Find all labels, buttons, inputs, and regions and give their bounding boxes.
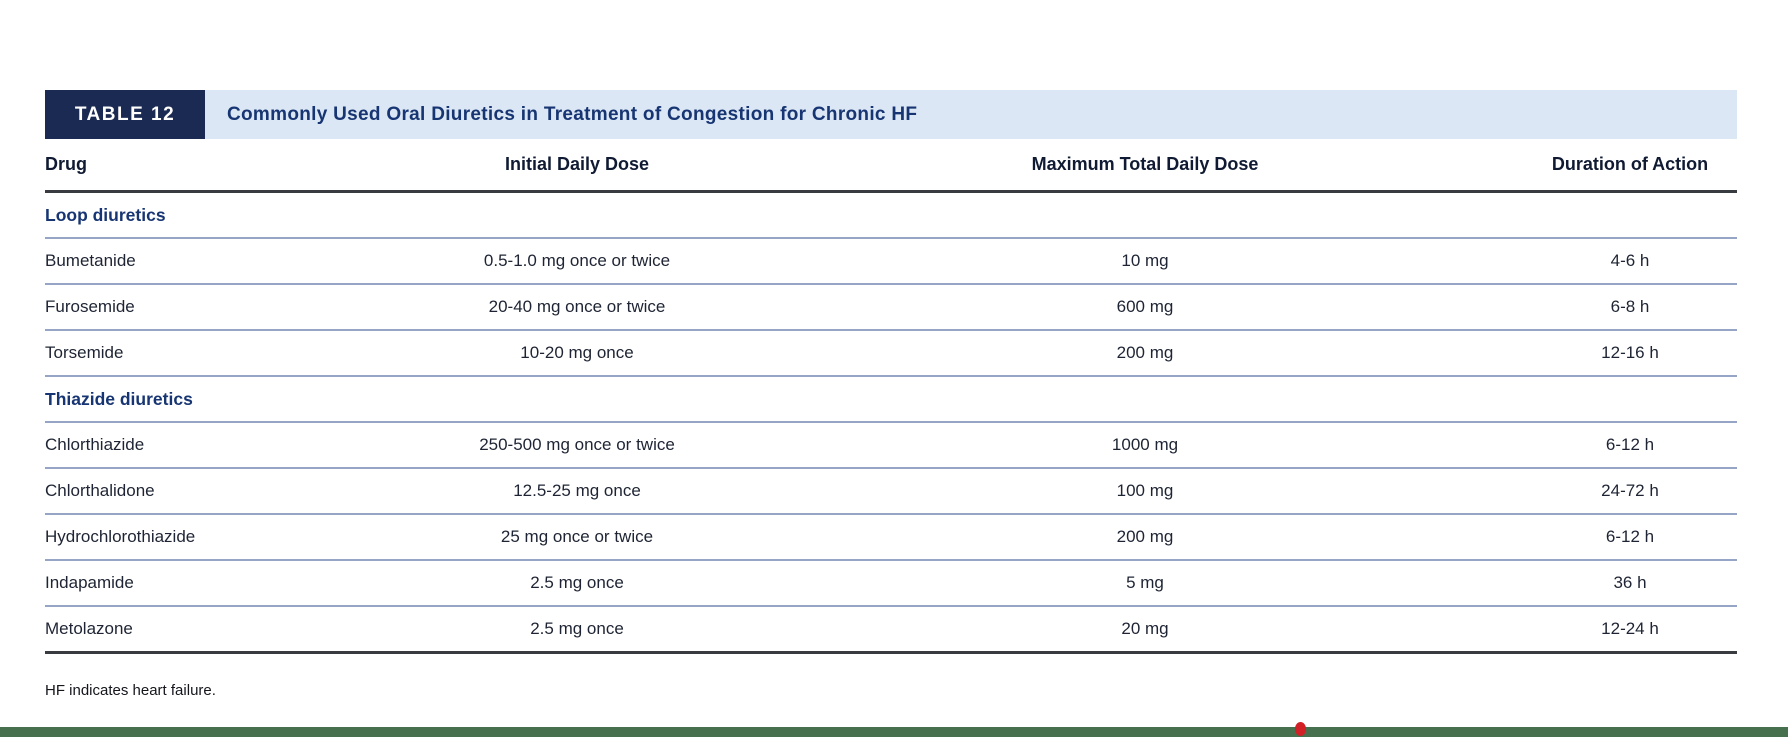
column-header-max-dose: Maximum Total Daily Dose xyxy=(767,139,1523,193)
drug-name-cell: Indapamide xyxy=(45,560,387,607)
table-footnote: HF indicates heart failure. xyxy=(45,682,216,699)
section-header: Thiazide diuretics xyxy=(45,376,387,423)
duration-cell: 6-8 h xyxy=(1523,284,1737,331)
column-header-drug: Drug xyxy=(45,139,387,193)
drug-row: Hydrochlorothiazide 25 mg once or twice … xyxy=(45,514,1737,561)
diuretics-table: Drug Initial Daily Dose Maximum Total Da… xyxy=(45,139,1737,654)
column-header-duration: Duration of Action xyxy=(1523,139,1737,193)
duration-cell: 6-12 h xyxy=(1523,422,1737,469)
column-header-row: Drug Initial Daily Dose Maximum Total Da… xyxy=(45,139,1737,193)
section-row-loop-diuretics: Loop diuretics xyxy=(45,191,1737,239)
drug-name-cell: Bumetanide xyxy=(45,238,387,285)
initial-dose-cell: 25 mg once or twice xyxy=(387,514,767,561)
initial-dose-cell: 12.5-25 mg once xyxy=(387,468,767,515)
table-number-badge: TABLE 12 xyxy=(45,90,205,139)
drug-name-cell: Metolazone xyxy=(45,606,387,654)
duration-cell: 12-24 h xyxy=(1523,606,1737,654)
duration-cell: 6-12 h xyxy=(1523,514,1737,561)
initial-dose-cell: 10-20 mg once xyxy=(387,330,767,377)
drug-row: Chlorthiazide 250-500 mg once or twice 1… xyxy=(45,422,1737,469)
max-dose-cell: 100 mg xyxy=(767,468,1523,515)
drug-row: Torsemide 10-20 mg once 200 mg 12-16 h xyxy=(45,330,1737,377)
initial-dose-cell: 250-500 mg once or twice xyxy=(387,422,767,469)
max-dose-cell: 5 mg xyxy=(767,560,1523,607)
bottom-green-bar xyxy=(0,727,1788,737)
drug-row: Furosemide 20-40 mg once or twice 600 mg… xyxy=(45,284,1737,331)
drug-name-cell: Hydrochlorothiazide xyxy=(45,514,387,561)
drug-name-cell: Chlorthalidone xyxy=(45,468,387,515)
max-dose-cell: 10 mg xyxy=(767,238,1523,285)
duration-cell: 12-16 h xyxy=(1523,330,1737,377)
drug-row: Indapamide 2.5 mg once 5 mg 36 h xyxy=(45,560,1737,607)
drug-row: Chlorthalidone 12.5-25 mg once 100 mg 24… xyxy=(45,468,1737,515)
drug-row: Metolazone 2.5 mg once 20 mg 12-24 h xyxy=(45,606,1737,654)
initial-dose-cell: 0.5-1.0 mg once or twice xyxy=(387,238,767,285)
drug-name-cell: Furosemide xyxy=(45,284,387,331)
max-dose-cell: 200 mg xyxy=(767,514,1523,561)
red-dot-marker xyxy=(1295,722,1306,736)
max-dose-cell: 20 mg xyxy=(767,606,1523,654)
table-title: Commonly Used Oral Diuretics in Treatmen… xyxy=(227,103,918,125)
drug-row: Bumetanide 0.5-1.0 mg once or twice 10 m… xyxy=(45,238,1737,285)
initial-dose-cell: 2.5 mg once xyxy=(387,606,767,654)
table-12: TABLE 12 Commonly Used Oral Diuretics in… xyxy=(45,90,1737,654)
section-header: Loop diuretics xyxy=(45,191,387,239)
duration-cell: 36 h xyxy=(1523,560,1737,607)
duration-cell: 4-6 h xyxy=(1523,238,1737,285)
drug-name-cell: Chlorthiazide xyxy=(45,422,387,469)
max-dose-cell: 600 mg xyxy=(767,284,1523,331)
max-dose-cell: 200 mg xyxy=(767,330,1523,377)
initial-dose-cell: 2.5 mg once xyxy=(387,560,767,607)
column-header-initial-dose: Initial Daily Dose xyxy=(387,139,767,193)
drug-name-cell: Torsemide xyxy=(45,330,387,377)
duration-cell: 24-72 h xyxy=(1523,468,1737,515)
table-header-band: TABLE 12 Commonly Used Oral Diuretics in… xyxy=(45,90,1737,139)
section-row-thiazide-diuretics: Thiazide diuretics xyxy=(45,376,1737,423)
initial-dose-cell: 20-40 mg once or twice xyxy=(387,284,767,331)
max-dose-cell: 1000 mg xyxy=(767,422,1523,469)
